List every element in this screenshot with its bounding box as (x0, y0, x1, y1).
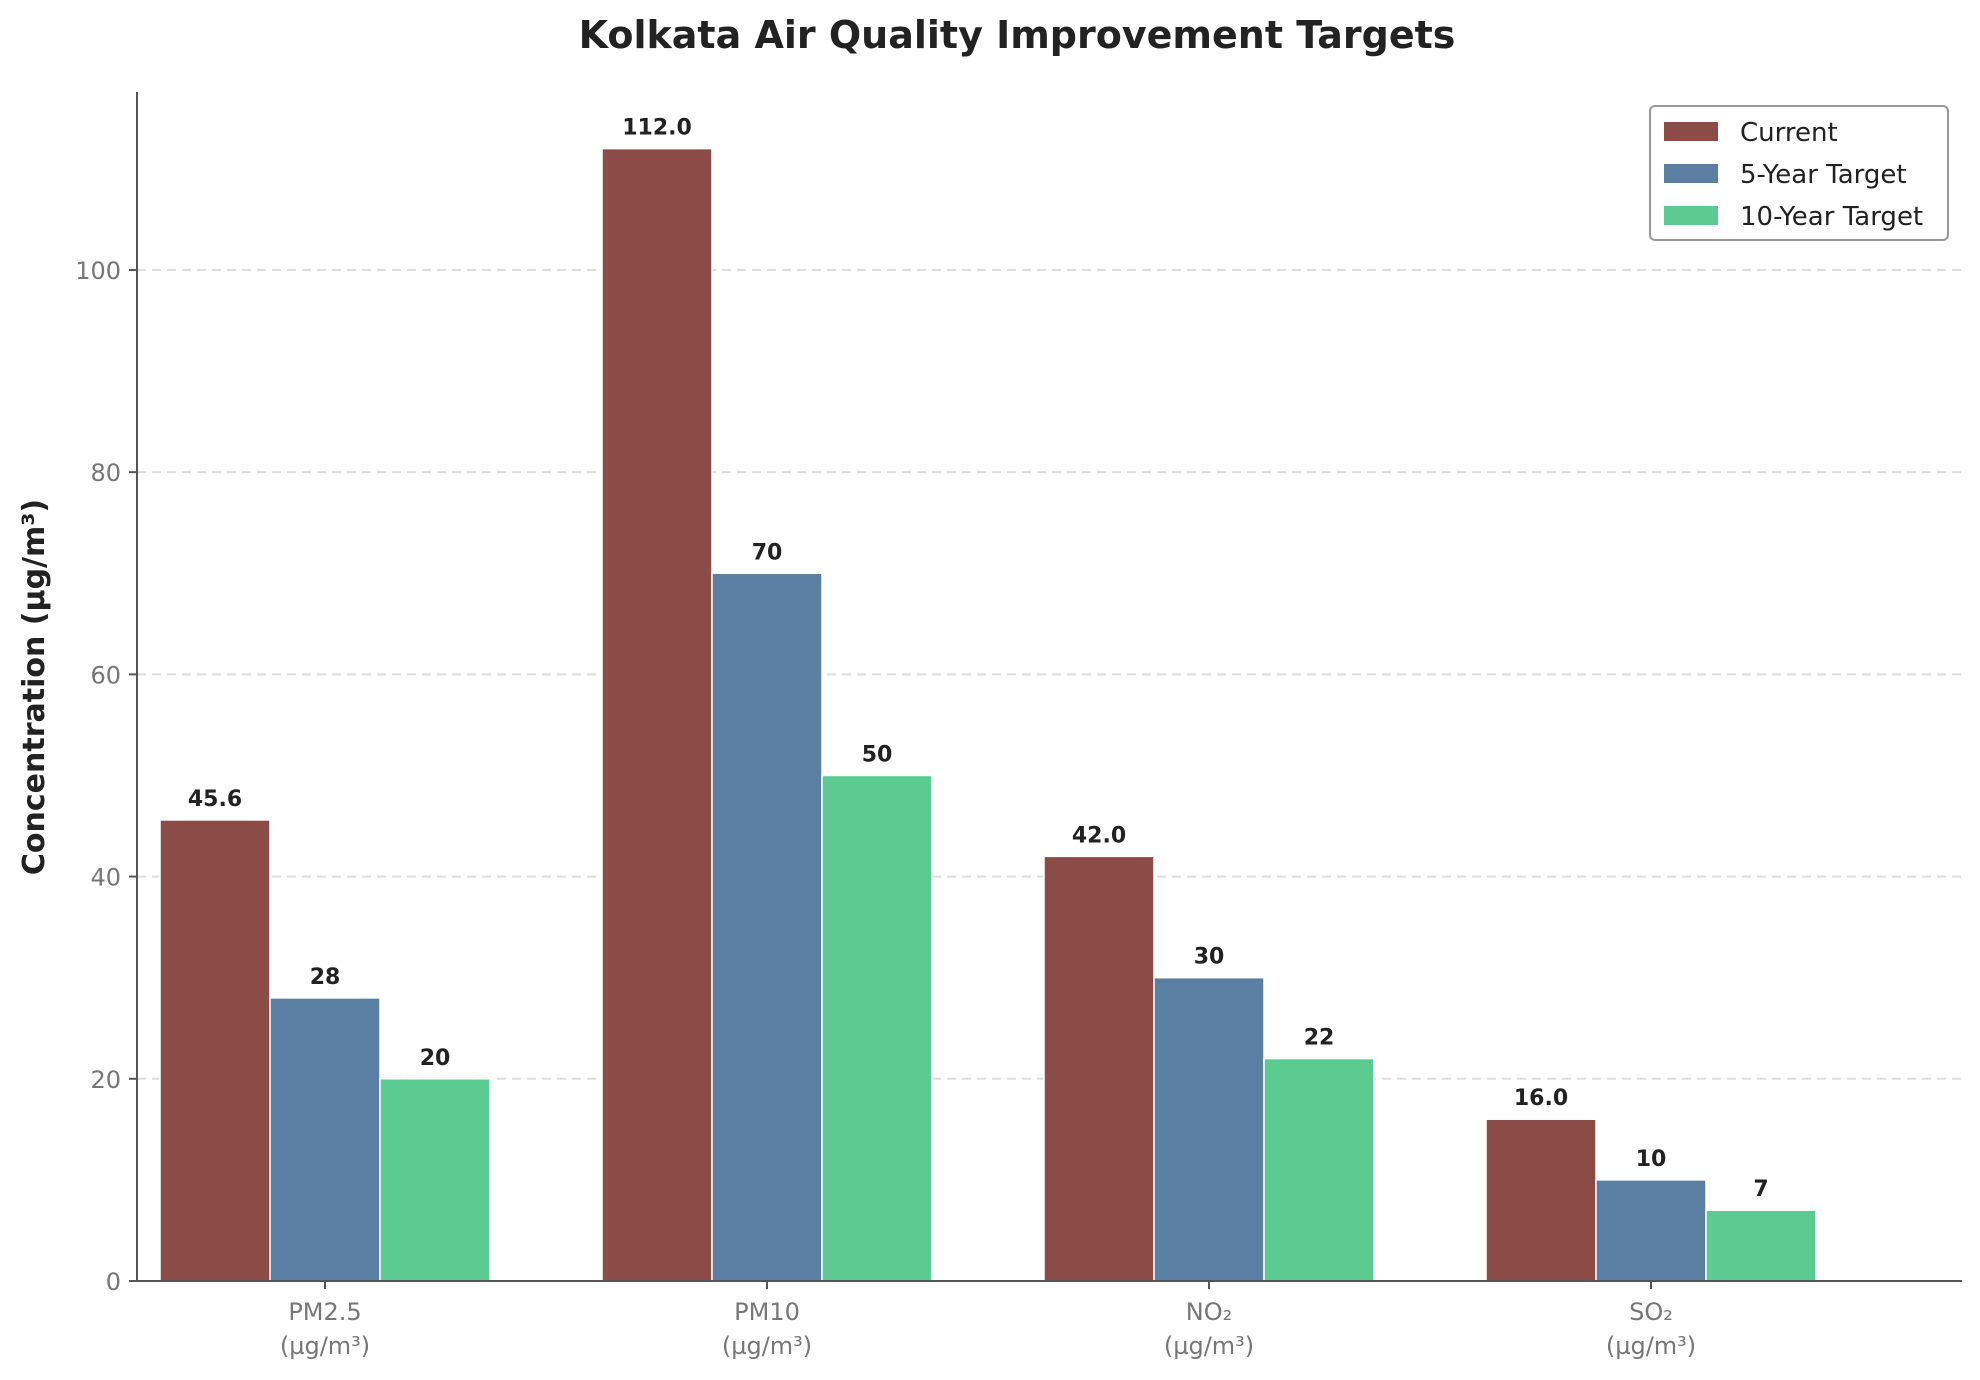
bar-current-1 (601, 147, 713, 1282)
value-label: 22 (1304, 1026, 1335, 1051)
x-tick-unit: (µg/m³) (722, 1332, 812, 1360)
x-tick-unit: (µg/m³) (1606, 1332, 1696, 1360)
x-tick-label: NO₂ (1186, 1298, 1232, 1326)
axes (136, 92, 1962, 1282)
y-tick-label: 80 (90, 459, 121, 487)
x-tick-label: PM10 (734, 1298, 800, 1326)
x-tick-label: PM2.5 (288, 1298, 361, 1326)
bar-5-year-target-3 (1595, 1179, 1707, 1282)
bar-5-year-target-2 (1153, 976, 1265, 1282)
bar-10-year-target-2 (1263, 1057, 1375, 1282)
legend-swatch (1664, 164, 1718, 183)
value-label: 7 (1753, 1177, 1768, 1202)
bar-10-year-target-3 (1705, 1209, 1817, 1282)
legend: Current 5-Year Target 10-Year Target (1649, 105, 1949, 241)
bars (159, 147, 1817, 1282)
value-label: 30 (1194, 945, 1225, 970)
x-tick-unit: (µg/m³) (1164, 1332, 1254, 1360)
legend-swatch (1664, 122, 1718, 141)
bar-10-year-target-0 (379, 1078, 491, 1282)
y-tick-labels: 0 20 40 60 80 100 (75, 257, 137, 1296)
bar-5-year-target-0 (269, 997, 381, 1282)
legend-label: 5-Year Target (1740, 160, 1907, 190)
bar-current-2 (1043, 855, 1155, 1282)
bar-current-0 (159, 819, 271, 1282)
value-label: 10 (1636, 1147, 1667, 1172)
y-axis-label: Concentration (µg/m³) (17, 499, 52, 875)
y-tick-label: 20 (90, 1066, 121, 1094)
value-label: 28 (310, 965, 341, 990)
value-label: 70 (752, 540, 783, 565)
y-tick-label: 40 (90, 864, 121, 892)
value-label: 20 (420, 1046, 451, 1071)
value-label: 50 (862, 742, 893, 767)
y-tick-label: 100 (75, 257, 121, 285)
legend-label: 10-Year Target (1740, 202, 1923, 232)
value-label: 42.0 (1072, 823, 1126, 848)
y-tick-label: 60 (90, 661, 121, 689)
bar-10-year-target-1 (821, 774, 933, 1282)
x-tick-unit: (µg/m³) (280, 1332, 370, 1360)
legend-swatch (1664, 206, 1718, 225)
value-label: 16.0 (1514, 1086, 1568, 1111)
value-label: 112.0 (622, 116, 692, 141)
legend-label: Current (1740, 118, 1838, 148)
legend-box (1649, 105, 1949, 241)
y-tick-label: 0 (106, 1268, 121, 1296)
x-tick-label: SO₂ (1629, 1298, 1673, 1326)
bar-current-3 (1485, 1118, 1597, 1282)
value-label: 45.6 (188, 787, 242, 812)
value-labels: 45.6 112.0 42.0 16.0 28 70 30 10 20 50 22 7 (188, 116, 1769, 1203)
chart-title: Kolkata Air Quality Improvement Targets (579, 13, 1456, 57)
x-tick-labels: PM2.5 (µg/m³) PM10 (µg/m³) NO₂ (µg/m³) SO₂ (µg/… (280, 1281, 1696, 1360)
bar-5-year-target-1 (711, 572, 823, 1282)
